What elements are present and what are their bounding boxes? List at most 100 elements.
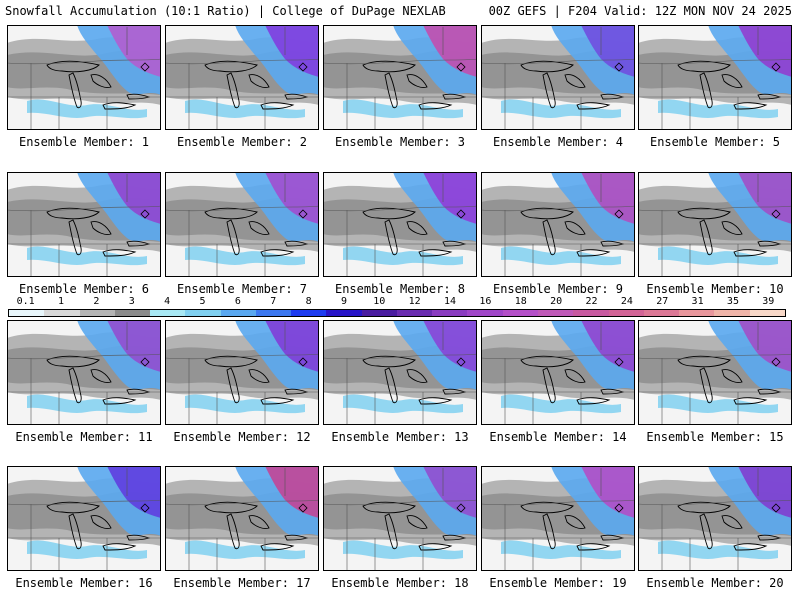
ensemble-map-panel (165, 320, 319, 425)
city-marker-icon (771, 503, 781, 513)
lake-outline (677, 355, 731, 368)
lake-outline (542, 72, 556, 109)
lake-effect-band (501, 99, 621, 119)
lake-outline (564, 221, 586, 235)
city-marker-icon (456, 209, 466, 219)
colorbar-label: 8 (305, 296, 312, 307)
lake-outline (260, 397, 295, 405)
lake-outline (564, 369, 586, 383)
boundary-line (481, 58, 635, 65)
city-marker-icon (456, 503, 466, 513)
snowfall-map (638, 466, 792, 571)
ensemble-member-label: Ensemble Member: 10 (646, 282, 784, 296)
max-snow-core (581, 25, 635, 77)
panel-frame (7, 466, 161, 571)
ensemble-member-label: Ensemble Member: 18 (331, 576, 469, 590)
city-marker-icon (298, 503, 308, 513)
lake-outline (102, 249, 137, 257)
panel-frame (323, 25, 477, 130)
panel-frame (481, 172, 635, 277)
max-snow-core (581, 466, 635, 518)
city-marker-icon (614, 209, 624, 219)
lake-effect-band (27, 394, 147, 414)
ensemble-map-panel (481, 466, 635, 571)
lake-outline (733, 102, 768, 110)
colorbar-swatch (573, 310, 609, 316)
lake-outline (542, 513, 556, 550)
snowfall-map (323, 172, 477, 277)
lake-outline (677, 501, 731, 514)
boundary-line (638, 499, 792, 506)
colorbar-swatch (291, 310, 327, 316)
colorbar-label: 39 (762, 296, 775, 307)
city-marker-icon (456, 357, 466, 367)
lake-outline (418, 543, 453, 551)
lake-outline (260, 102, 295, 110)
max-snow-core (107, 320, 161, 372)
lake-effect-band (343, 540, 463, 560)
max-snow-core (265, 466, 319, 518)
max-snow-core (265, 320, 319, 372)
lake-effect-band (343, 99, 463, 119)
colorbar-swatch (44, 310, 80, 316)
lake-outline (721, 369, 743, 383)
ensemble-member-label: Ensemble Member: 5 (649, 135, 781, 149)
lake-effect-band (501, 394, 621, 414)
panel-frame (481, 320, 635, 425)
city-marker-icon (140, 503, 150, 513)
snowfall-map (481, 172, 635, 277)
lake-effect-band (185, 246, 305, 266)
city-marker-icon (140, 209, 150, 219)
lake-outline (406, 369, 428, 383)
panel-frame (638, 320, 792, 425)
colorbar-swatch (114, 310, 151, 316)
colorbar-label: 16 (479, 296, 492, 307)
ensemble-map-panel (7, 172, 161, 277)
colorbar-label: 27 (656, 296, 669, 307)
lake-outline (204, 355, 258, 368)
lake-effect-band (501, 540, 621, 560)
colorbar-label: 0.1 (16, 296, 35, 307)
snowfall-map (638, 172, 792, 277)
lake-outline (90, 515, 112, 529)
colorbar-swatch (9, 310, 45, 316)
boundary-line (165, 499, 319, 506)
max-snow-core (581, 320, 635, 372)
boundary-line (638, 205, 792, 212)
ensemble-map-panel (7, 25, 161, 130)
lake-outline (677, 207, 731, 220)
panel-frame (165, 25, 319, 130)
colorbar-label: 4 (164, 296, 171, 307)
colorbar-swatch (643, 310, 680, 316)
colorbar-label: 9 (340, 296, 347, 307)
lake-outline (418, 249, 453, 257)
colorbar-swatch (361, 310, 397, 316)
lake-outline (102, 543, 137, 551)
colorbar-label: 35 (726, 296, 739, 307)
snowfall-colorbar: 0.1 1 2 3 4 5 6 7 8 9 10 12 14 16 18 20 22 24 27 31 35 39 (8, 296, 786, 318)
colorbar-label: 3 (128, 296, 135, 307)
colorbar-swatch (396, 310, 433, 316)
max-snow-core (265, 25, 319, 77)
ensemble-member-label: Ensemble Member: 3 (334, 135, 466, 149)
lake-effect-band (343, 394, 463, 414)
colorbar-swatches (8, 309, 786, 317)
colorbar-label: 24 (620, 296, 633, 307)
city-marker-icon (771, 209, 781, 219)
colorbar-swatch (502, 310, 538, 316)
ensemble-map-panel (638, 172, 792, 277)
colorbar-label: 6 (234, 296, 241, 307)
boundary-line (165, 205, 319, 212)
lake-outline (204, 60, 258, 73)
colorbar-label: 7 (270, 296, 277, 307)
lake-outline (102, 102, 137, 110)
colorbar-label: 2 (93, 296, 100, 307)
page-header: Snowfall Accumulation (10:1 Ratio) | Col… (0, 0, 800, 22)
lake-effect-band (658, 540, 778, 560)
colorbar-swatch (150, 310, 186, 316)
city-marker-icon (614, 357, 624, 367)
panel-frame (323, 320, 477, 425)
lake-outline (248, 221, 270, 235)
lake-outline (362, 355, 416, 368)
lake-outline (520, 60, 574, 73)
